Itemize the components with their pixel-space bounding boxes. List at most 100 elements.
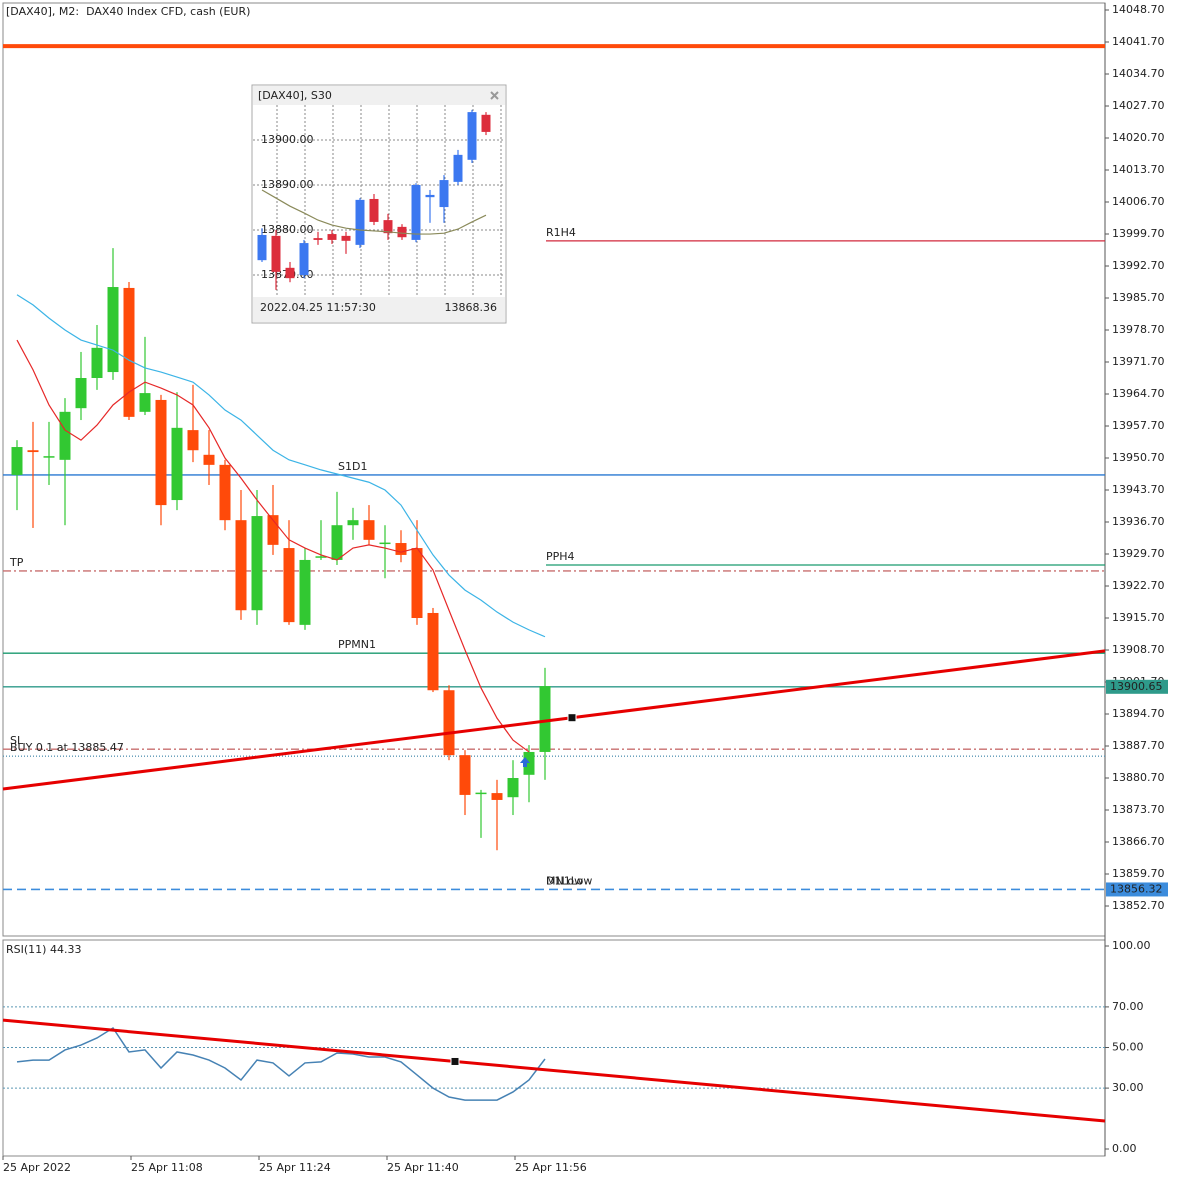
inset-time: 2022.04.25 11:57:30 (260, 301, 376, 314)
inset-title: [DAX40], S30 (258, 89, 332, 102)
candle-body (299, 559, 311, 625)
rsi-title: RSI(11) 44.33 (6, 943, 81, 956)
candle-body (27, 450, 39, 453)
close-button[interactable] (490, 91, 499, 100)
y-tick-label: 13978.70 (1112, 323, 1165, 336)
candle-body (59, 411, 71, 460)
price-tag (1106, 882, 1168, 897)
candle-body (267, 515, 279, 545)
price-tag-label: 13856.32 (1110, 882, 1163, 895)
candle-body (481, 114, 491, 132)
candle-body (453, 154, 463, 182)
y-tick-label: 70.00 (1112, 1000, 1144, 1013)
candle-body (203, 454, 215, 465)
y-tick-label: 13866.70 (1112, 835, 1165, 848)
candle-body (107, 287, 119, 373)
inset-tick-label: 13880.00 (261, 223, 314, 236)
y-tick-label: 13873.70 (1112, 803, 1165, 816)
inset-footer (253, 297, 505, 322)
candle-body (235, 520, 247, 611)
inset-frame (251, 84, 507, 324)
x-tick-label: 25 Apr 11:24 (259, 1161, 331, 1174)
y-tick-label: 13915.70 (1112, 611, 1165, 624)
price-tag-label: 13900.65 (1110, 680, 1163, 693)
candle-body (411, 548, 423, 619)
candle-body (395, 543, 407, 555)
candle-body (91, 347, 103, 379)
y-tick-label: 13908.70 (1112, 643, 1165, 656)
y-tick-label: 13922.70 (1112, 579, 1165, 592)
candle-body (467, 112, 477, 160)
main-layer: 14048.70 14041.70 14034.70 14027.70 14020.70… (2, 3, 1168, 1174)
level-label: D1Low (546, 874, 583, 887)
inset-moving-average (261, 189, 487, 235)
candle-body (379, 542, 391, 545)
candle-body (439, 180, 449, 208)
candle-body (397, 226, 407, 238)
candle-body (271, 235, 281, 272)
candle-body (331, 525, 343, 560)
level-label: TP (9, 556, 24, 569)
y-tick-label: 14048.70 (1112, 3, 1165, 16)
inset-candles (257, 109, 491, 290)
candle-body (369, 198, 379, 222)
y-tick-label: 14027.70 (1112, 99, 1165, 112)
candle-body (383, 220, 393, 234)
candle-body (347, 520, 359, 526)
candle-body (11, 447, 23, 475)
y-tick-label: 0.00 (1112, 1142, 1137, 1155)
candle-body (443, 690, 455, 756)
y-tick-label: 13971.70 (1112, 355, 1165, 368)
candle-body (411, 185, 421, 240)
x-tick-label: 25 Apr 11:56 (515, 1161, 587, 1174)
y-tick-label: 13992.70 (1112, 259, 1165, 272)
y-tick-label: 13950.70 (1112, 451, 1165, 464)
y-tick-label: 14034.70 (1112, 67, 1165, 80)
inset-titlebar (253, 86, 505, 105)
y-tick-label: 13859.70 (1112, 867, 1165, 880)
level-label: MN1Low (546, 874, 592, 887)
candle-body (171, 427, 183, 501)
candle-body (285, 267, 295, 279)
candle-body (427, 612, 439, 691)
y-tick-label: 100.00 (1112, 939, 1151, 952)
level-label: BUY 0.1 at 13885.47 (10, 741, 124, 754)
trendline (2, 1018, 1106, 1123)
candle-body (491, 793, 503, 800)
level-label: PPMN1 (338, 638, 376, 651)
moving-average (16, 294, 546, 638)
y-tick-label: 13957.70 (1112, 419, 1165, 432)
candle-body (355, 199, 365, 245)
candle-body (75, 378, 87, 409)
candle-body (283, 548, 295, 623)
candle-body (155, 399, 167, 506)
y-tick-label: 13852.70 (1112, 899, 1165, 912)
y-tick-label: 14013.70 (1112, 163, 1165, 176)
candle-body (363, 520, 375, 540)
inset-price: 13868.36 (445, 301, 498, 314)
candle-body (327, 234, 337, 240)
candle-body (187, 430, 199, 451)
candle-body (43, 456, 55, 458)
x-tick-label: 25 Apr 11:40 (387, 1161, 459, 1174)
candle-body (315, 556, 327, 558)
y-tick-label: 13894.70 (1112, 707, 1165, 720)
y-tick-label: 13929.70 (1112, 547, 1165, 560)
y-tick-label: 13887.70 (1112, 739, 1165, 752)
x-tick-label: 25 Apr 11:08 (131, 1161, 203, 1174)
inset-tick-label: 13900.00 (261, 133, 314, 146)
level-label: R1H4 (546, 226, 576, 239)
candle-body (507, 778, 519, 798)
y-tick-label: 14041.70 (1112, 35, 1165, 48)
candle-body (341, 235, 351, 241)
level-label: S1D1 (338, 460, 367, 473)
trendline (2, 649, 1106, 791)
y-tick-label: 30.00 (1112, 1081, 1144, 1094)
y-tick-label: 13880.70 (1112, 771, 1165, 784)
trendline-anchor (450, 1056, 460, 1066)
chart-title: [DAX40], M2: DAX40 Index CFD, cash (EUR) (6, 5, 250, 18)
candle-body (251, 516, 263, 611)
candle-body (123, 287, 135, 417)
